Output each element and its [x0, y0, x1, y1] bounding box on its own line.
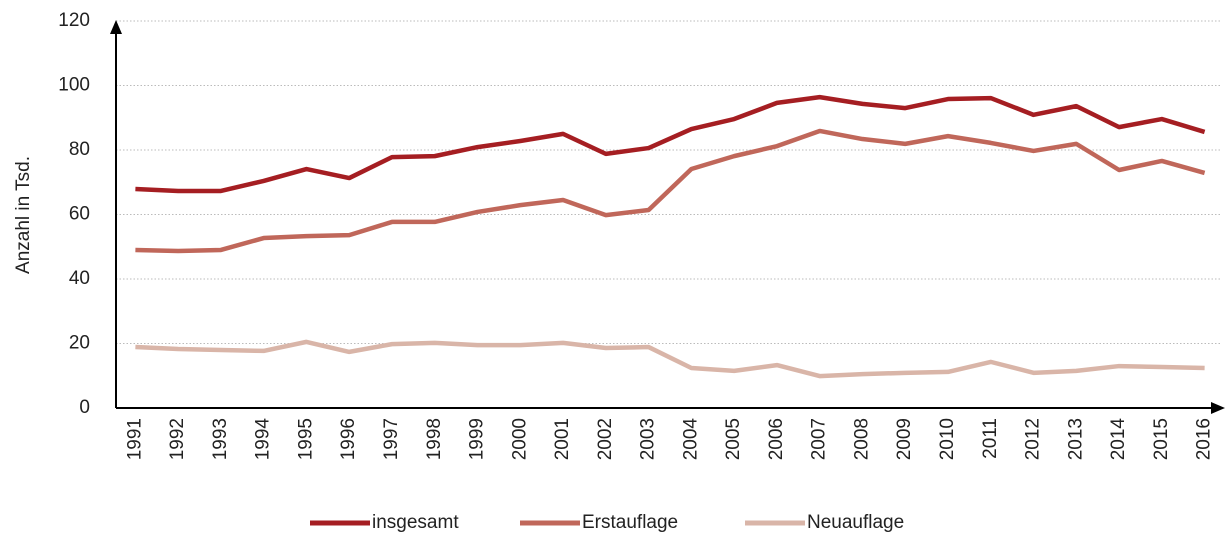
x-tick-label: 2013 [1065, 418, 1086, 460]
line-series [135, 128, 1206, 254]
x-tick-label: 2001 [552, 418, 573, 460]
y-tick-label: 80 [69, 139, 90, 160]
legend-label: Erstauflage [582, 512, 678, 533]
x-tick-label: 2004 [680, 418, 701, 461]
x-tick-label: 1991 [124, 418, 145, 460]
y-tick-label: 40 [69, 268, 90, 289]
y-tick-label: 20 [69, 333, 90, 354]
x-tick-label: 2005 [723, 418, 744, 460]
x-tick-label: 2000 [509, 418, 530, 460]
legend-label: insgesamt [372, 512, 459, 533]
x-tick-label: 2006 [766, 418, 787, 460]
x-tick-label: 1998 [424, 418, 445, 460]
x-tick-label: 2010 [937, 418, 958, 460]
y-axis-arrow [110, 20, 122, 34]
y-axis-label: Anzahl in Tsd. [13, 156, 34, 274]
x-tick-label: 2014 [1108, 418, 1129, 461]
y-tick-label: 120 [58, 10, 90, 31]
legend-label: Neuauflage [807, 512, 904, 533]
x-tick-label: 2015 [1151, 418, 1172, 460]
x-tick-label: 2011 [980, 418, 1001, 459]
y-tick-label: 100 [58, 75, 90, 96]
line-series [135, 339, 1205, 379]
x-tick-label: 2008 [851, 418, 872, 460]
x-axis-arrow [1211, 402, 1225, 414]
x-tick-label: 1995 [295, 418, 316, 460]
x-tick-label: 1997 [381, 418, 402, 460]
x-tick-label: 2016 [1194, 418, 1215, 460]
y-tick-label: 60 [69, 204, 90, 225]
x-tick-label: 1993 [210, 418, 231, 460]
x-tick-label: 1992 [167, 418, 188, 460]
x-tick-label: 2003 [638, 418, 659, 460]
x-tick-label: 2007 [809, 418, 830, 460]
x-tick-label: 2009 [894, 418, 915, 460]
x-tick-label: 2012 [1023, 418, 1044, 460]
line-series [135, 94, 1206, 194]
x-tick-label: 2002 [595, 418, 616, 460]
x-tick-label: 1996 [338, 418, 359, 460]
y-tick-label: 0 [79, 397, 90, 418]
x-tick-label: 1994 [253, 418, 274, 461]
x-tick-label: 1999 [467, 418, 488, 460]
